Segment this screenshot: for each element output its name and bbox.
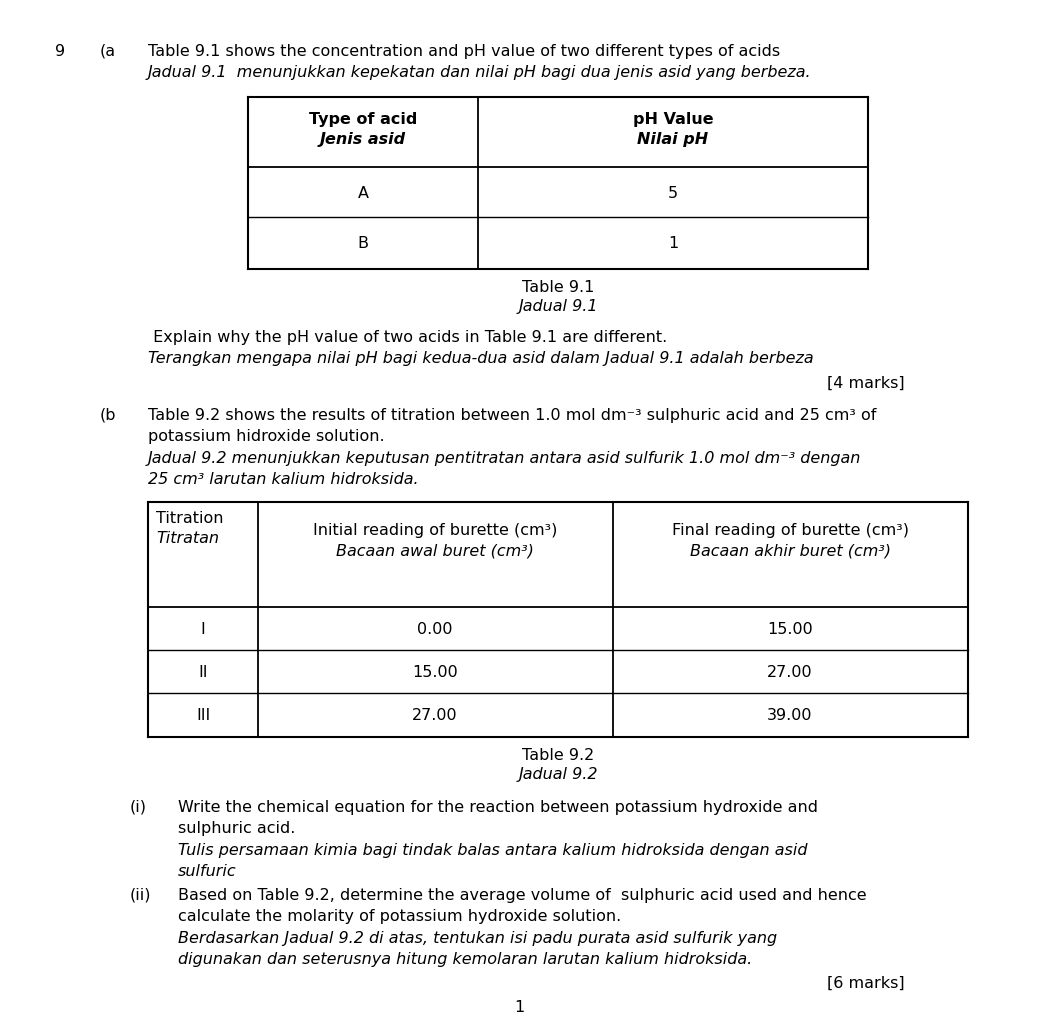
Text: Based on Table 9.2, determine the average volume of  sulphuric acid used and hen: Based on Table 9.2, determine the averag… — [177, 888, 867, 902]
Text: sulfuric: sulfuric — [177, 863, 237, 878]
Text: I: I — [200, 622, 206, 637]
Text: 27.00: 27.00 — [767, 664, 813, 680]
Text: (ii): (ii) — [130, 888, 152, 902]
Text: 5: 5 — [667, 185, 678, 201]
Text: Jenis asid: Jenis asid — [320, 131, 406, 147]
Text: 27.00: 27.00 — [412, 707, 458, 722]
Text: II: II — [198, 664, 208, 680]
Text: 15.00: 15.00 — [767, 622, 813, 637]
Text: Bacaan awal buret (cm³): Bacaan awal buret (cm³) — [336, 542, 534, 557]
Text: digunakan dan seterusnya hitung kemolaran larutan kalium hidroksida.: digunakan dan seterusnya hitung kemolara… — [177, 951, 753, 966]
Text: 39.00: 39.00 — [767, 707, 813, 722]
Text: (i): (i) — [130, 799, 147, 814]
Text: potassium hidroxide solution.: potassium hidroxide solution. — [148, 429, 385, 443]
Text: Table 9.1: Table 9.1 — [522, 280, 594, 294]
Text: 1: 1 — [514, 999, 524, 1014]
Text: (a: (a — [100, 44, 116, 59]
Text: calculate the molarity of potassium hydroxide solution.: calculate the molarity of potassium hydr… — [177, 908, 622, 923]
Text: Table 9.2: Table 9.2 — [522, 747, 594, 762]
Text: pH Value: pH Value — [633, 112, 713, 127]
Text: Jadual 9.1: Jadual 9.1 — [518, 299, 598, 314]
Text: A: A — [357, 185, 368, 201]
Text: Bacaan akhir buret (cm³): Bacaan akhir buret (cm³) — [689, 542, 891, 557]
Text: Tulis persamaan kimia bagi tindak balas antara kalium hidroksida dengan asid: Tulis persamaan kimia bagi tindak balas … — [177, 842, 808, 857]
Text: Jadual 9.2 menunjukkan keputusan pentitratan antara asid sulfurik 1.0 mol dm⁻³ d: Jadual 9.2 menunjukkan keputusan pentitr… — [148, 450, 862, 466]
Text: III: III — [196, 707, 210, 722]
Text: sulphuric acid.: sulphuric acid. — [177, 820, 296, 836]
Text: Type of acid: Type of acid — [309, 112, 417, 127]
Text: 25 cm³ larutan kalium hidroksida.: 25 cm³ larutan kalium hidroksida. — [148, 472, 418, 486]
Text: Titratan: Titratan — [156, 531, 219, 545]
Text: Table 9.2 shows the results of titration between 1.0 mol dm⁻³ sulphuric acid and: Table 9.2 shows the results of titration… — [148, 408, 876, 423]
Text: 1: 1 — [667, 235, 678, 251]
Text: (b: (b — [100, 408, 116, 423]
Text: Titration: Titration — [156, 511, 223, 526]
Text: 0.00: 0.00 — [417, 622, 453, 637]
Text: Write the chemical equation for the reaction between potassium hydroxide and: Write the chemical equation for the reac… — [177, 799, 818, 814]
Text: Terangkan mengapa nilai pH bagi kedua-dua asid dalam Jadual 9.1 adalah berbeza: Terangkan mengapa nilai pH bagi kedua-du… — [148, 351, 814, 366]
Text: Initial reading of burette (cm³): Initial reading of burette (cm³) — [312, 523, 557, 537]
Text: 15.00: 15.00 — [412, 664, 458, 680]
Text: Jadual 9.2: Jadual 9.2 — [518, 766, 598, 782]
Text: [4 marks]: [4 marks] — [827, 376, 905, 390]
Text: B: B — [357, 235, 368, 251]
Text: [6 marks]: [6 marks] — [827, 975, 905, 990]
Text: Berdasarkan Jadual 9.2 di atas, tentukan isi padu purata asid sulfurik yang: Berdasarkan Jadual 9.2 di atas, tentukan… — [177, 930, 777, 945]
Text: Table 9.1 shows the concentration and pH value of two different types of acids: Table 9.1 shows the concentration and pH… — [148, 44, 781, 59]
Text: Explain why the pH value of two acids in Table 9.1 are different.: Explain why the pH value of two acids in… — [148, 330, 667, 344]
Text: Jadual 9.1  menunjukkan kepekatan dan nilai pH bagi dua jenis asid yang berbeza.: Jadual 9.1 menunjukkan kepekatan dan nil… — [148, 65, 812, 79]
Text: Final reading of burette (cm³): Final reading of burette (cm³) — [672, 523, 908, 537]
Text: 9: 9 — [55, 44, 65, 59]
Text: Nilai pH: Nilai pH — [637, 131, 709, 147]
